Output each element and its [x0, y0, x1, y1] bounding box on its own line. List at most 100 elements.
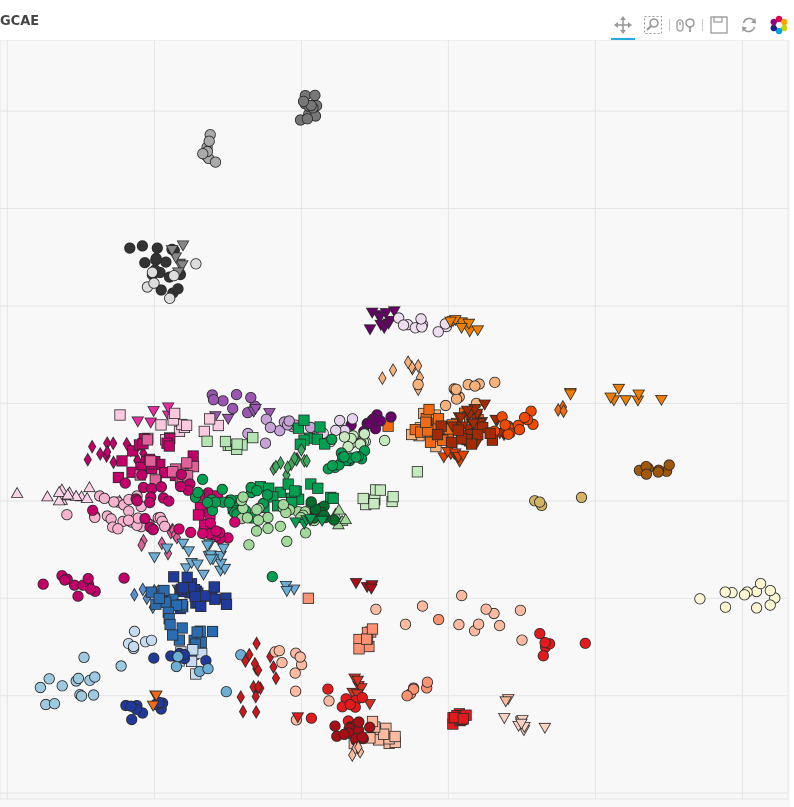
square-point	[357, 492, 369, 505]
circle-point	[72, 672, 85, 685]
triangle-down-point	[176, 538, 190, 550]
circle-point	[220, 686, 232, 698]
square-point	[208, 581, 220, 593]
box-zoom-icon	[644, 16, 662, 34]
square-point	[141, 434, 154, 446]
triangle-down-point	[165, 245, 179, 257]
triangle-point	[52, 485, 66, 497]
circle-point	[72, 590, 84, 602]
square-point	[181, 457, 193, 469]
triangle-down-point	[160, 543, 174, 555]
square-point	[198, 425, 210, 438]
triangle-point	[80, 491, 94, 503]
circle-point	[326, 459, 339, 472]
circle-point	[185, 526, 197, 538]
circle-point	[277, 499, 289, 511]
square-point	[199, 590, 211, 602]
square-point	[155, 419, 167, 431]
circle-point	[217, 395, 229, 407]
circle-point	[640, 468, 653, 480]
square-point	[201, 435, 213, 447]
circle-point	[266, 570, 278, 583]
bokeh-logo[interactable]	[764, 11, 794, 39]
circle-point	[209, 156, 222, 168]
diamond-point	[559, 404, 568, 419]
reset-tool[interactable]	[734, 11, 764, 39]
wheel-zoom-tool[interactable]	[671, 11, 701, 39]
circle-point	[173, 523, 185, 535]
circle-point	[401, 690, 413, 702]
circle-point	[579, 637, 591, 649]
circle-point	[299, 527, 312, 539]
circle-point	[534, 627, 546, 640]
circle-point	[252, 514, 264, 526]
square-point	[220, 598, 233, 611]
diamond-point	[414, 358, 423, 373]
square-point	[368, 498, 380, 510]
circle-point	[202, 663, 214, 675]
diamond-point	[238, 704, 248, 719]
circle-point	[534, 496, 546, 508]
triangle-point	[61, 488, 75, 500]
scatter-plot[interactable]	[0, 40, 790, 807]
circle-point	[136, 469, 148, 481]
circle-point	[346, 413, 359, 425]
circle-point	[230, 388, 243, 401]
triangle-down-point	[471, 325, 485, 337]
circle-point	[305, 496, 317, 508]
diamond-point	[241, 653, 250, 668]
circle-point	[518, 411, 531, 424]
circle-point	[412, 378, 424, 391]
save-tool[interactable]	[704, 11, 734, 39]
triangle-point	[10, 486, 24, 498]
circle-point	[197, 148, 209, 160]
circle-point	[261, 489, 274, 501]
triangle-down-point	[169, 252, 183, 264]
square-point	[231, 438, 243, 450]
circle-point	[305, 712, 317, 724]
plot-frame	[0, 40, 789, 800]
square-point	[180, 419, 193, 431]
triangle-point	[52, 494, 66, 506]
circle-point	[203, 135, 215, 147]
triangle-point	[83, 480, 96, 493]
triangle-down-point	[146, 700, 160, 712]
circle-point	[37, 578, 49, 590]
circle-point	[294, 651, 306, 663]
circle-point	[416, 600, 429, 612]
circle-point	[262, 522, 274, 534]
circle-point	[136, 240, 148, 252]
diamond-point	[138, 582, 147, 597]
triangle-down-point	[217, 543, 230, 555]
diamond-point	[103, 444, 112, 459]
circle-point	[453, 618, 465, 631]
square-point	[431, 428, 444, 441]
circle-point	[34, 681, 47, 694]
circle-point	[207, 394, 220, 406]
circle-point	[85, 583, 97, 595]
circle-point	[450, 393, 463, 405]
circle-point	[652, 466, 664, 478]
circle-point	[514, 604, 527, 616]
circle-point	[415, 313, 427, 325]
triangle-down-point	[204, 554, 217, 566]
triangle-down-point	[148, 552, 161, 564]
square-point	[176, 622, 188, 634]
box-zoom-tool[interactable]	[638, 11, 668, 39]
pan-tool[interactable]	[608, 11, 638, 40]
square-point	[189, 590, 201, 603]
circle-point	[764, 584, 776, 597]
square-point	[360, 633, 373, 645]
square-point	[209, 593, 221, 605]
square-point	[203, 413, 216, 425]
triangle-down-point	[197, 569, 210, 581]
circle-point	[144, 496, 156, 509]
circle-point	[259, 437, 272, 449]
circle-point	[283, 415, 295, 427]
circle-point	[115, 660, 127, 672]
square-point	[168, 571, 180, 583]
diamond-point	[130, 587, 139, 602]
scatter-points	[10, 89, 781, 763]
diamond-point	[88, 439, 97, 454]
toolbar-separator	[702, 19, 703, 31]
